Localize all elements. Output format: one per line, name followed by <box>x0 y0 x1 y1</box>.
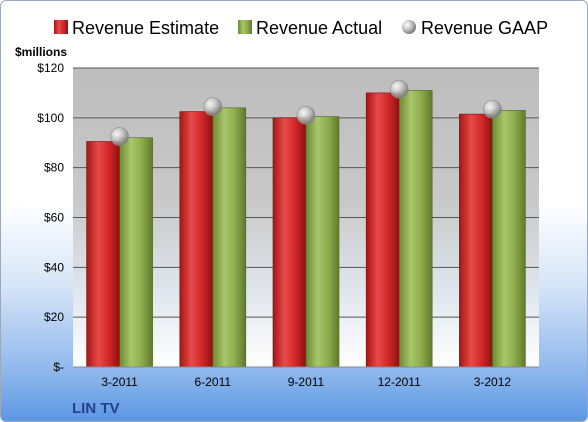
legend-swatch-estimate <box>54 20 68 34</box>
y-tick-label: $80 <box>44 161 64 175</box>
marker-revenue-gaap <box>389 79 409 99</box>
x-tick-label: 3-2011 <box>101 375 138 389</box>
bar-revenue-actual <box>398 90 433 368</box>
x-tick-label: 3-2012 <box>474 375 512 389</box>
legend-label-gaap: Revenue GAAP <box>421 18 548 38</box>
company-name: LIN TV <box>72 400 120 417</box>
marker-revenue-gaap <box>296 106 316 125</box>
y-tick-label: $120 <box>37 61 64 75</box>
bar-revenue-actual <box>305 116 340 368</box>
bar-revenue-actual <box>119 137 153 368</box>
x-tick-label: 6-2011 <box>195 375 232 389</box>
legend-label-actual: Revenue Actual <box>256 18 382 38</box>
bar-revenue-actual <box>492 110 526 368</box>
y-tick-label: $- <box>53 360 64 374</box>
y-unit-label: $millions <box>15 45 67 59</box>
bar-revenue-estimate <box>365 92 400 368</box>
y-axis-ticks: $- $20 $40 $60 $80 $100 $120 <box>37 61 64 374</box>
bar-revenue-actual <box>212 107 247 368</box>
marker-revenue-gaap <box>110 127 129 146</box>
x-axis-ticks: 3-2011 6-2011 9-2011 12-2011 3-2012 <box>101 375 511 389</box>
bars <box>86 90 526 368</box>
y-tick-label: $20 <box>44 310 64 324</box>
legend: Revenue Estimate Revenue Actual Revenue … <box>54 18 548 38</box>
y-tick-label: $60 <box>44 211 64 225</box>
marker-revenue-gaap <box>203 97 223 116</box>
bar-revenue-estimate <box>459 113 493 368</box>
legend-swatch-gaap <box>402 20 416 34</box>
legend-swatch-actual <box>238 20 252 34</box>
x-tick-label: 9-2011 <box>288 375 325 389</box>
y-tick-label: $100 <box>37 111 64 125</box>
y-tick-label: $40 <box>44 260 64 274</box>
legend-label-estimate: Revenue Estimate <box>72 18 219 38</box>
bar-revenue-estimate <box>272 117 307 368</box>
bar-revenue-estimate <box>179 111 214 368</box>
bar-revenue-estimate <box>86 141 120 368</box>
gaap-markers <box>110 79 502 146</box>
marker-revenue-gaap <box>483 99 502 119</box>
x-tick-label: 12-2011 <box>378 375 421 389</box>
